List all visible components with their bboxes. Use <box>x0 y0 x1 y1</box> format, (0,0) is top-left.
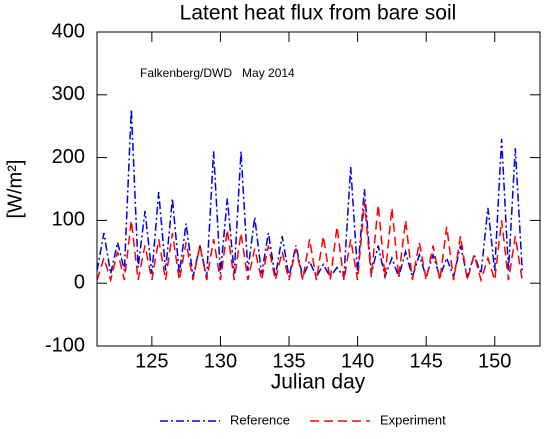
chart-title: Latent heat flux from bare soil <box>180 2 457 25</box>
y-tick-label: 100 <box>52 209 85 231</box>
legend-label: Experiment <box>380 412 446 427</box>
y-tick-label: 0 <box>74 271 85 293</box>
series-line <box>97 201 523 283</box>
y-tick-label: 400 <box>52 20 85 42</box>
series-line <box>97 109 523 280</box>
x-tick-label: 130 <box>204 350 237 372</box>
x-tick-label: 150 <box>478 350 511 372</box>
y-axis-label: [W/m²] <box>4 160 26 219</box>
plot-frame <box>96 31 541 347</box>
x-tick-label: 140 <box>341 350 374 372</box>
x-tick-label: 125 <box>135 350 168 372</box>
x-axis-label: Julian day <box>271 371 366 394</box>
x-tick-label: 145 <box>409 350 442 372</box>
legend-label: Reference <box>230 412 290 427</box>
y-tick-label: 300 <box>52 83 85 105</box>
annotation: Falkenberg/DWD May 2014 <box>140 66 295 80</box>
y-tick-label: 200 <box>52 146 85 168</box>
x-tick-label: 135 <box>272 350 305 372</box>
y-tick-label: -100 <box>45 334 85 356</box>
